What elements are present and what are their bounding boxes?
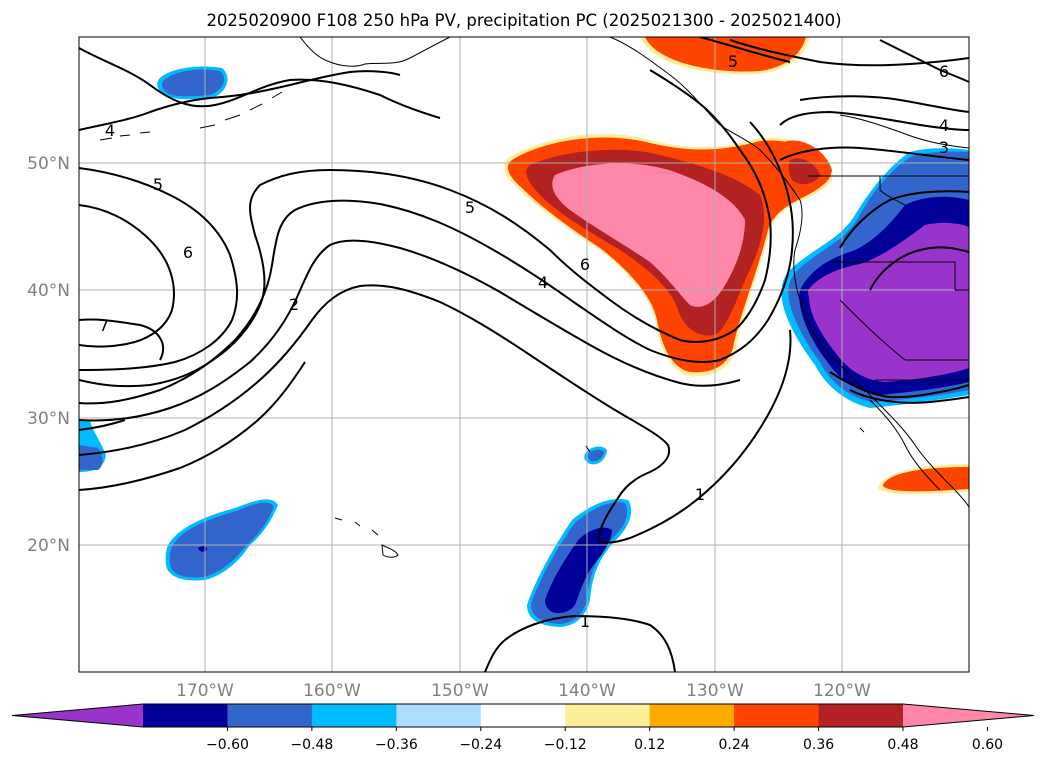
lon-tick-label: 150°W xyxy=(431,681,489,701)
lat-tick-label: 50°N xyxy=(27,154,70,174)
colorbar-tick-label: −0.48 xyxy=(290,737,333,753)
lon-tick-label: 140°W xyxy=(558,681,616,701)
colorbar-tick-label: −0.60 xyxy=(206,737,249,753)
colorbar-tick-label: −0.24 xyxy=(459,737,502,753)
contour-label: 1 xyxy=(580,612,590,631)
coastlines xyxy=(99,37,969,558)
contour-labels: 4 5 6 7 2 5 6 4 1 1 5 6 4 3 xyxy=(99,52,949,631)
positive-anomaly-ne-pacific xyxy=(504,37,832,377)
colorbar-tick-label: 0.60 xyxy=(972,737,1003,753)
colorbar-extend-high xyxy=(903,704,1034,727)
contour-label: 2 xyxy=(289,295,299,314)
contour-label: 6 xyxy=(580,255,590,274)
contour-label: 4 xyxy=(105,121,115,140)
lon-tick-label: 120°W xyxy=(813,681,871,701)
contour-label: 5 xyxy=(153,175,163,194)
colorbar: −0.60 −0.48 −0.36 −0.24 −0.12 0.12 0.24 0.36 0.4… xyxy=(11,703,1035,753)
colorbar-bin xyxy=(480,704,566,727)
colorbar-outline xyxy=(11,703,1035,728)
contour-label: 6 xyxy=(183,243,193,262)
positive-anomaly-baja xyxy=(878,464,969,495)
contour-label: 4 xyxy=(538,273,548,292)
colorbar-tick-label: 0.12 xyxy=(634,737,665,753)
colorbar-bin xyxy=(227,704,313,727)
lat-tick-labels: 50°N 40°N 30°N 20°N xyxy=(27,154,70,556)
colorbar-bin xyxy=(565,704,651,727)
lat-tick-label: 30°N xyxy=(27,409,70,429)
lon-tick-label: 130°W xyxy=(686,681,744,701)
contour-label: 1 xyxy=(695,485,705,504)
colorbar-tick-label: 0.48 xyxy=(887,737,918,753)
contour-label: 7 xyxy=(99,316,109,335)
colorbar-tick-label: −0.36 xyxy=(375,737,418,753)
colorbar-extend-low xyxy=(12,704,143,727)
lon-tick-labels: 170°W 160°W 150°W 140°W 130°W 120°W xyxy=(176,681,871,701)
map-frame xyxy=(78,36,970,673)
colorbar-bin xyxy=(818,704,904,727)
colorbar-bin xyxy=(311,704,397,727)
colorbar-bin xyxy=(649,704,735,727)
lat-tick-label: 40°N xyxy=(27,281,70,301)
figure-title: 2025020900 F108 250 hPa PV, precipitatio… xyxy=(206,11,841,30)
lat-tick-label: 20°N xyxy=(27,536,70,556)
colorbar-tick-label: 0.24 xyxy=(719,737,750,753)
contour-label: 3 xyxy=(939,138,949,157)
gridlines xyxy=(79,37,969,672)
map-panel: 4 5 6 7 2 5 6 4 1 1 5 6 4 3 xyxy=(79,37,969,672)
colorbar-tick-label: −0.12 xyxy=(544,737,587,753)
negative-patches xyxy=(79,66,632,627)
colorbar-bin xyxy=(734,704,820,727)
colorbar-bin xyxy=(143,704,228,727)
lon-tick-label: 170°W xyxy=(176,681,234,701)
contour-label: 4 xyxy=(939,116,949,135)
contour-label: 6 xyxy=(939,62,949,81)
contour-label: 5 xyxy=(465,198,475,217)
lon-tick-label: 160°W xyxy=(303,681,361,701)
contour-label: 5 xyxy=(728,52,738,71)
pv-contours xyxy=(79,37,969,672)
colorbar-tick-label: 0.36 xyxy=(803,737,834,753)
colorbar-bin xyxy=(396,704,482,727)
